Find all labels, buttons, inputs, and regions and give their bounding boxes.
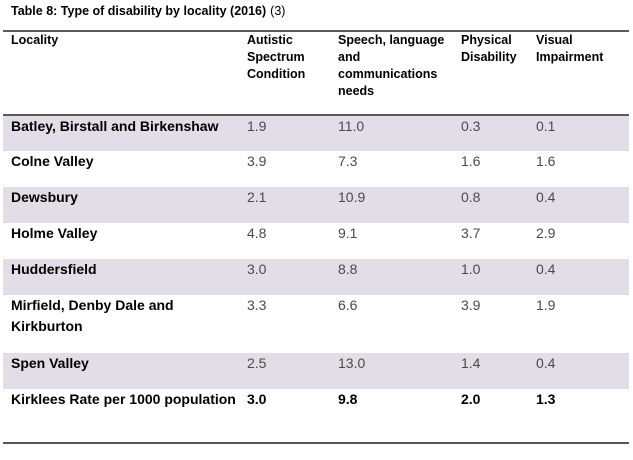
locality-cell: Batley, Birstall and Birkenshaw: [3, 115, 247, 151]
value-cell: 1.6: [536, 153, 556, 169]
value-cell: 11.0: [338, 115, 461, 151]
locality-cell: Huddersfield: [3, 259, 247, 295]
value-cell: 7.3: [338, 153, 358, 169]
header-visual: Visual Impairment: [536, 33, 604, 64]
table-row: Spen Valley 2.5 13.0 1.4 0.4: [3, 353, 629, 389]
value-cell: 9.8: [338, 391, 358, 407]
value-cell: 0.4: [536, 259, 629, 295]
value-cell: 2.0: [461, 391, 481, 407]
table-caption: Table 8: Type of disability by locality …: [11, 4, 285, 18]
value-cell: 3.3: [247, 297, 267, 313]
value-cell: 2.9: [536, 225, 556, 241]
table-row: Batley, Birstall and Birkenshaw 1.9 11.0…: [3, 115, 629, 151]
value-cell: 10.9: [338, 187, 461, 223]
value-cell: 1.6: [461, 153, 481, 169]
table-title: Table 8: Type of disability by locality …: [11, 4, 267, 18]
locality-cell: Kirklees Rate per 1000 population: [11, 391, 236, 407]
value-cell: 1.4: [461, 353, 536, 389]
table-row: Dewsbury 2.1 10.9 0.8 0.4: [3, 187, 629, 223]
value-cell: 9.1: [338, 225, 358, 241]
value-cell: 3.0: [247, 259, 338, 295]
value-cell: 1.9: [536, 297, 556, 313]
locality-cell: Dewsbury: [3, 187, 247, 223]
total-row: Kirklees Rate per 1000 population 3.0 9.…: [3, 389, 629, 443]
value-cell: 0.1: [536, 115, 629, 151]
value-cell: 0.4: [536, 353, 629, 389]
table-row: Huddersfield 3.0 8.8 1.0 0.4: [3, 259, 629, 295]
value-cell: 2.5: [247, 353, 338, 389]
value-cell: 0.4: [536, 187, 629, 223]
value-cell: 3.9: [247, 153, 267, 169]
value-cell: 4.8: [247, 225, 267, 241]
value-cell: 8.8: [338, 259, 461, 295]
header-locality: Locality: [11, 33, 59, 47]
locality-cell: Spen Valley: [3, 353, 247, 389]
value-cell: 3.0: [247, 391, 267, 407]
value-cell: 13.0: [338, 353, 461, 389]
locality-cell: Colne Valley: [11, 153, 94, 169]
value-cell: 0.8: [461, 187, 536, 223]
table-row: Mirfield, Denby Dale and Kirkburton 3.3 …: [3, 295, 629, 353]
value-cell: 1.0: [461, 259, 536, 295]
table-row: Colne Valley 3.9 7.3 1.6 1.6: [3, 151, 629, 187]
value-cell: 1.9: [247, 115, 338, 151]
value-cell: 2.1: [247, 187, 338, 223]
reference-marker: (3): [270, 4, 286, 18]
value-cell: 3.9: [461, 297, 481, 313]
disability-table: Locality Autistic Spectrum Condition Spe…: [3, 30, 629, 444]
locality-cell: Mirfield, Denby Dale and Kirkburton: [11, 297, 174, 334]
header-physical: Physical Disability: [461, 33, 517, 64]
locality-cell: Holme Valley: [11, 225, 98, 241]
value-cell: 3.7: [461, 225, 481, 241]
header-speech: Speech, language and communications need…: [338, 33, 445, 98]
table-row: Holme Valley 4.8 9.1 3.7 2.9: [3, 223, 629, 259]
value-cell: 0.3: [461, 115, 536, 151]
header-row: Locality Autistic Spectrum Condition Spe…: [3, 31, 629, 115]
value-cell: 6.6: [338, 297, 358, 313]
value-cell: 1.3: [536, 391, 556, 407]
header-autistic: Autistic Spectrum Condition: [247, 33, 306, 81]
